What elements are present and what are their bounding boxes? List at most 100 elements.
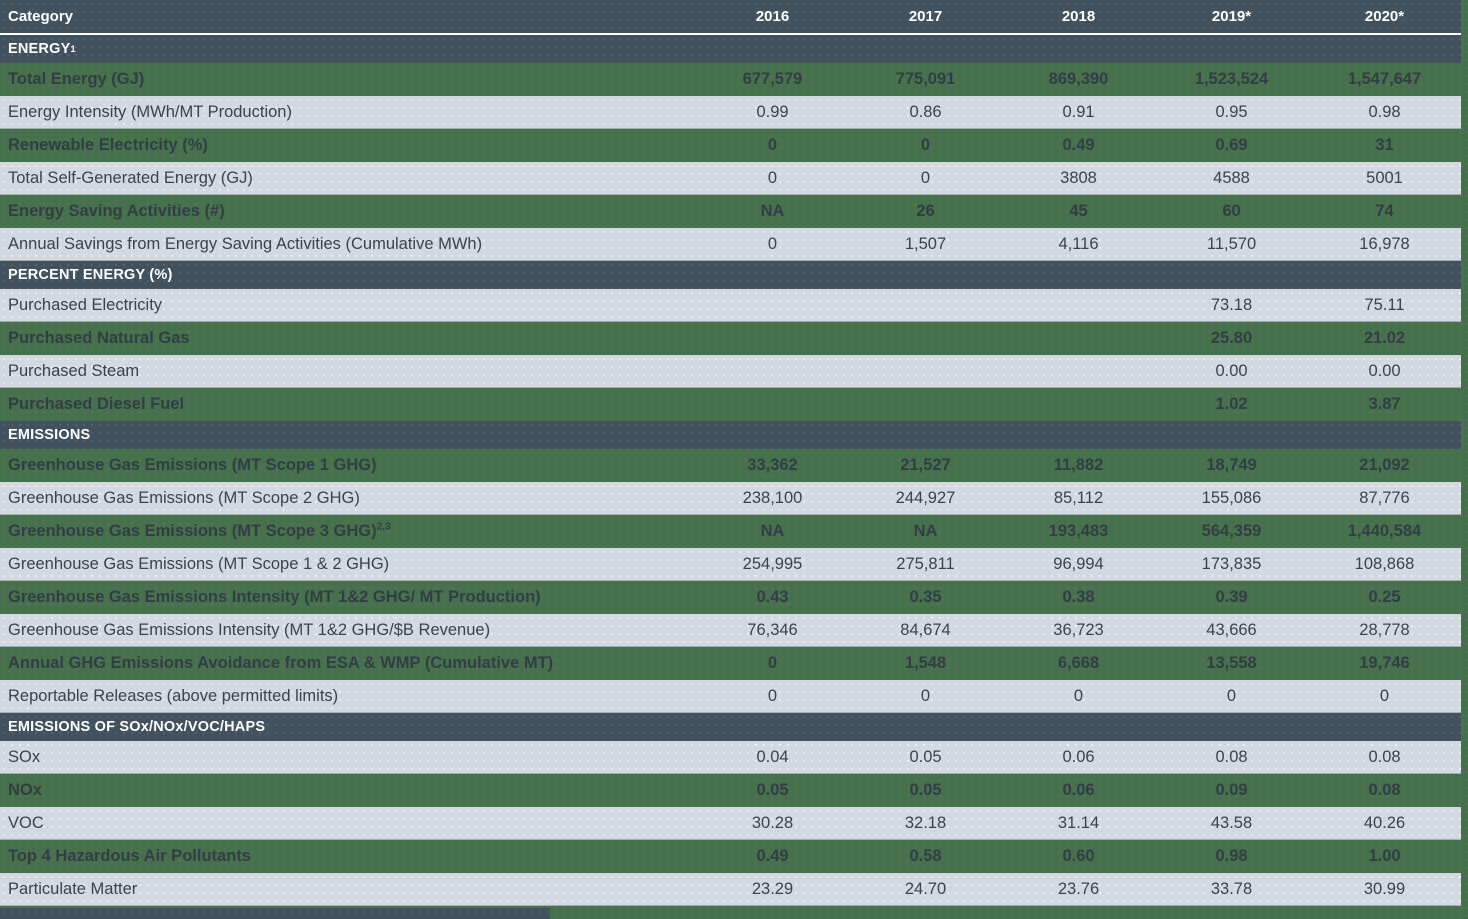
section-header: EMISSIONS OF SOx/NOx/VOC/HAPS [0,713,1461,741]
value-cell: 3808 [1060,168,1097,187]
value-cell: 33,362 [747,456,798,474]
value-cell: 0.05 [756,781,789,799]
row-label-text: Top 4 Hazardous Air Pollutants [8,847,251,865]
row-label-text: Annual Savings from Energy Saving Activi… [8,234,483,253]
value-cell: 30.28 [751,813,794,832]
value-cell: 1,548 [904,654,947,672]
value-cell: 0 [920,168,931,187]
value-cell: 23.76 [1057,879,1100,898]
table-row: Greenhouse Gas Emissions (MT Scope 1 GHG… [0,449,1461,482]
value-cell: 3.87 [1368,395,1401,413]
table-row: Greenhouse Gas Emissions (MT Scope 2 GHG… [0,482,1461,515]
row-label: Greenhouse Gas Emissions (MT Scope 2 GHG… [0,489,696,508]
row-label: Total Self-Generated Energy (GJ) [0,169,696,188]
table-header-row: Category 2016 2017 2018 2019* 2020* [0,0,1461,33]
row-label: VOC [0,814,696,833]
section-header: ENERGY 1 [0,35,1461,63]
row-label: Energy Saving Activities (#) [0,202,696,221]
table-row: Total Energy (GJ) 677,579 775,091 869,390 1,… [0,63,1461,96]
value-cell: 25.80 [1210,329,1253,347]
table-row: Purchased Steam 0.00 0.00 [0,355,1461,388]
value-cell: 173,835 [1201,554,1262,573]
value-cell: 0.05 [909,747,942,766]
value-cell: NA [760,522,785,540]
row-label-text: Renewable Electricity (%) [8,136,208,154]
row-label-footnote: 2,3 [376,522,391,533]
value-cell: 0.38 [1062,588,1095,606]
value-cell: 0.99 [756,102,789,121]
table-row: VOC 30.28 32.18 31.14 43.58 40.26 [0,807,1461,840]
value-cell: 0 [767,654,778,672]
value-cell: 21,527 [900,456,951,474]
value-cell: 677,579 [742,70,803,88]
value-cell: 0.09 [1215,781,1248,799]
row-label-text: Greenhouse Gas Emissions (MT Scope 2 GHG… [8,488,360,507]
value-cell: 775,091 [895,70,956,88]
table-row: Energy Saving Activities (#) NA 26 45 60 74 [0,195,1461,228]
value-cell: 0.86 [909,102,942,121]
row-label: NOx [0,781,696,800]
table-row: Purchased Diesel Fuel 1.02 3.87 [0,388,1461,421]
value-cell: 1.00 [1368,847,1401,865]
value-cell: 275,811 [896,554,955,573]
value-cell: 11,882 [1053,456,1104,474]
table-row: Renewable Electricity (%) 0 0 0.49 0.69 31 [0,129,1461,162]
row-label-text: VOC [8,813,44,832]
value-cell: 0 [1226,686,1237,705]
value-cell: 5001 [1366,168,1403,187]
value-cell: NA [760,202,785,220]
value-cell: 45 [1069,202,1088,220]
value-cell: 0 [767,168,778,187]
value-cell: 33.78 [1210,879,1253,898]
row-label: Reportable Releases (above permitted lim… [0,687,696,706]
value-cell: 11,570 [1206,234,1257,253]
section-header: PERCENT ENERGY (%) [0,261,1461,289]
table-row: Top 4 Hazardous Air Pollutants 0.49 0.58 0.… [0,840,1461,873]
table-body: ENERGY 1 Total Energy (GJ) 677,579 775,091 86… [0,35,1468,906]
value-cell: 40.26 [1363,813,1406,832]
row-label: Particulate Matter [0,880,696,899]
value-cell: 193,483 [1048,522,1109,540]
value-cell: 36,723 [1053,620,1104,639]
value-cell: 16,978 [1359,234,1410,253]
table-row: Purchased Natural Gas 25.80 21.02 [0,322,1461,355]
value-cell: 0 [767,136,778,154]
value-cell: 30.99 [1363,879,1406,898]
value-cell: 1,523,524 [1194,70,1269,88]
section-title: ENERGY [8,41,71,57]
value-cell: 21.02 [1363,329,1406,347]
row-label-text: Total Energy (GJ) [8,70,145,88]
table-row: NOx 0.05 0.05 0.06 0.09 0.08 [0,774,1461,807]
table-row: SOx 0.04 0.05 0.06 0.08 0.08 [0,741,1461,774]
table-row: Annual GHG Emissions Avoidance from ESA … [0,647,1461,680]
next-section-header-partial [0,908,550,919]
value-cell: 0.08 [1215,747,1248,766]
value-cell: 32.18 [904,813,947,832]
value-cell: 84,674 [900,620,951,639]
column-header-year: 2017 [908,8,943,25]
value-cell: 254,995 [742,554,803,573]
column-header-year: 2018 [1061,8,1096,25]
table-row: Reportable Releases (above permitted lim… [0,680,1461,713]
value-cell: 564,359 [1201,522,1262,540]
column-header-year: 2016 [755,8,790,25]
value-cell: 0.91 [1062,102,1095,121]
row-label: Annual Savings from Energy Saving Activi… [0,235,696,254]
row-label: Greenhouse Gas Emissions (MT Scope 1 & 2… [0,555,696,574]
value-cell: 0.98 [1215,847,1248,865]
table-row: Greenhouse Gas Emissions (MT Scope 1 & 2… [0,548,1461,581]
value-cell: 4,116 [1058,234,1099,253]
value-cell: 0.08 [1368,747,1401,766]
section-header: EMISSIONS [0,421,1461,449]
row-label: Top 4 Hazardous Air Pollutants [0,847,696,866]
value-cell: 0.60 [1062,847,1095,865]
row-label: Greenhouse Gas Emissions Intensity (MT 1… [0,621,696,640]
row-label: Greenhouse Gas Emissions (MT Scope 1 GHG… [0,456,696,475]
table-row: Greenhouse Gas Emissions Intensity (MT 1… [0,581,1461,614]
row-label: SOx [0,748,696,767]
value-cell: 1,507 [904,234,947,253]
row-label-text: Greenhouse Gas Emissions (MT Scope 1 GHG… [8,456,377,474]
table-row: Energy Intensity (MWh/MT Production) 0.99… [0,96,1461,129]
value-cell: 0 [767,686,778,705]
value-cell: NA [913,522,938,540]
